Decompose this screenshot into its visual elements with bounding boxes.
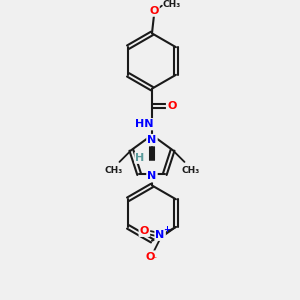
Text: +: + [164, 225, 170, 234]
Text: O: O [146, 251, 155, 262]
Text: N: N [147, 171, 157, 182]
Text: O: O [167, 101, 176, 111]
Text: N: N [147, 135, 157, 145]
Text: HN: HN [135, 119, 153, 129]
Text: CH₃: CH₃ [163, 0, 181, 9]
Text: H: H [136, 153, 145, 163]
Text: O: O [140, 226, 149, 236]
Text: ⁻: ⁻ [152, 256, 157, 266]
Text: N: N [155, 230, 165, 240]
Text: CH₃: CH₃ [104, 166, 123, 175]
Text: CH₃: CH₃ [181, 166, 200, 175]
Text: O: O [149, 6, 159, 16]
